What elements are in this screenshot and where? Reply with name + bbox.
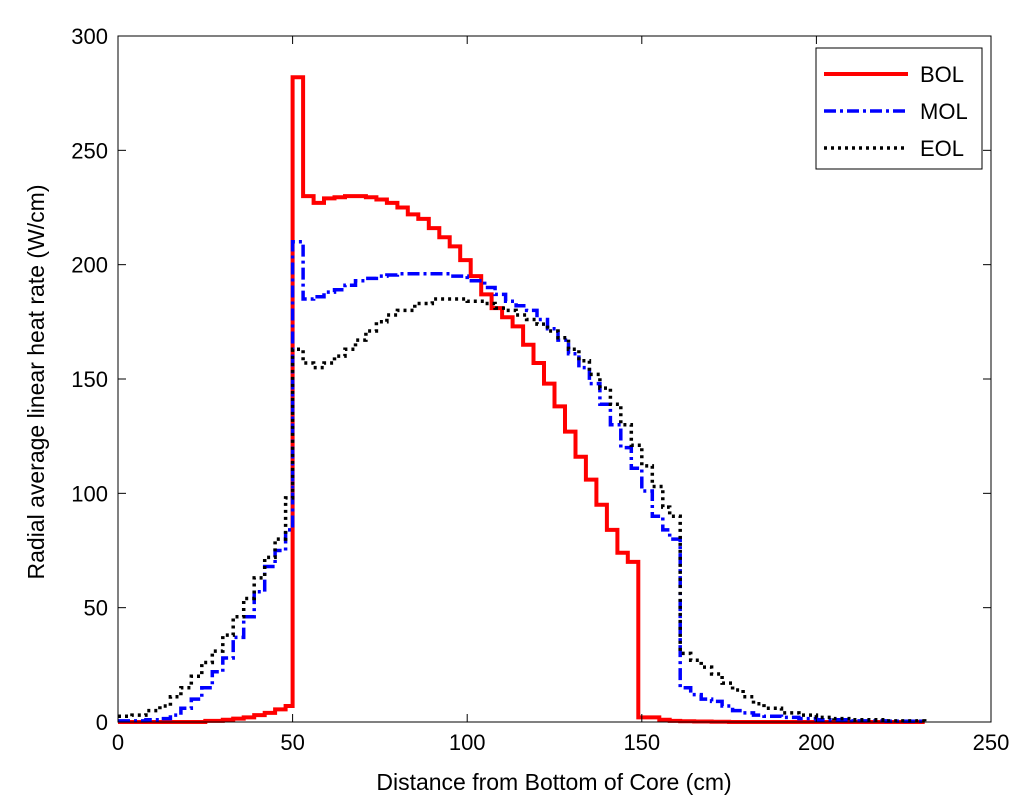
x-axis-title: Distance from Bottom of Core (cm) <box>376 769 731 795</box>
x-tick-label: 200 <box>798 730 835 755</box>
series-layer <box>118 75 927 724</box>
y-tick-label: 0 <box>96 710 108 735</box>
legend: BOL MOL EOL <box>815 47 983 170</box>
legend-box <box>815 47 983 170</box>
y-axis-title: Radial average linear heat rate (W/cm) <box>23 185 49 580</box>
series-line-bol <box>118 75 925 724</box>
legend-label-bol: BOL <box>920 62 964 87</box>
axes-box <box>117 35 992 723</box>
y-tick-label: 200 <box>71 253 108 278</box>
y-tick-label: 250 <box>71 138 108 163</box>
legend-label-mol: MOL <box>920 99 968 124</box>
x-tick-label: 100 <box>449 730 486 755</box>
y-tick-label: 50 <box>84 596 108 621</box>
y-tick-label: 150 <box>71 367 108 392</box>
y-tick-label: 100 <box>71 481 108 506</box>
ticks-layer: 0 50 100 150 200 250 0 50 100 150 200 250 300 <box>71 24 1009 755</box>
y-tick-label: 300 <box>71 24 108 49</box>
legend-label-eol: EOL <box>920 136 964 161</box>
x-tick-label: 150 <box>623 730 660 755</box>
x-tick-label: 0 <box>112 730 124 755</box>
x-tick-label: 250 <box>973 730 1010 755</box>
series-line-mol <box>118 240 927 724</box>
x-tick-label: 50 <box>280 730 304 755</box>
